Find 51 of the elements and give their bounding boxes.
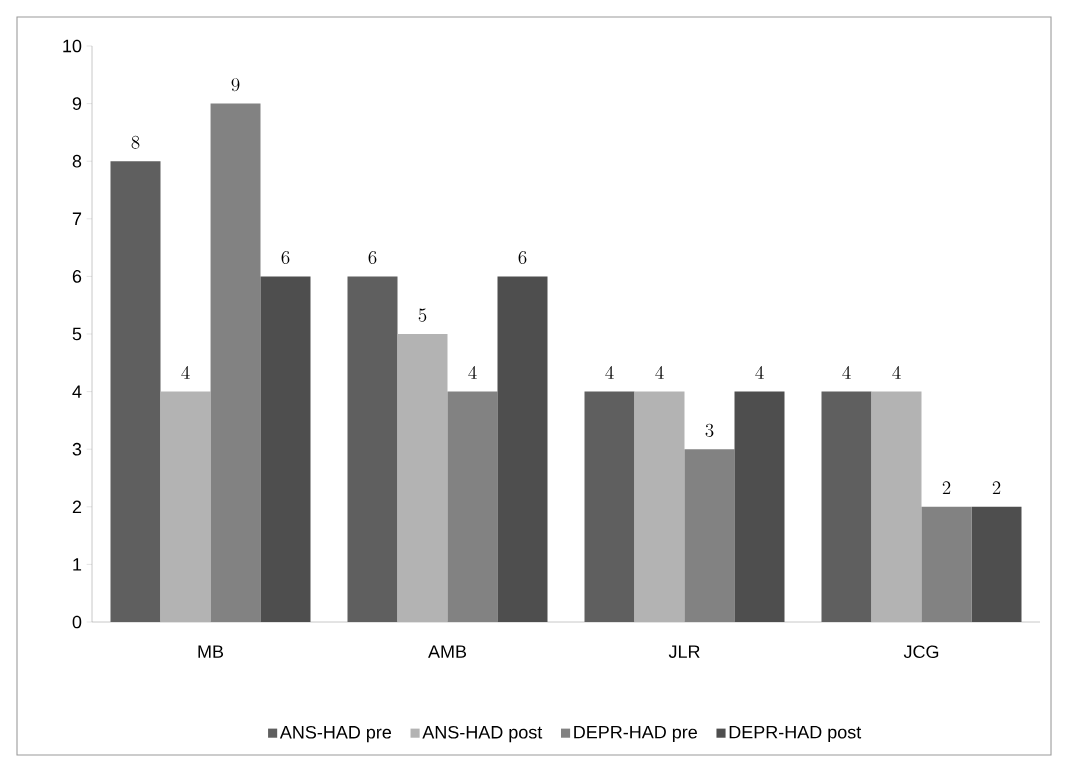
bar <box>110 161 161 622</box>
data-label: 4 <box>842 365 851 379</box>
data-label: 5 <box>418 308 427 322</box>
data-label: 8 <box>131 135 140 149</box>
legend-label: DEPR-HAD post <box>729 725 862 743</box>
y-tick-label: 9 <box>72 97 82 110</box>
legend-label: ANS-HAD post <box>422 725 543 743</box>
x-tick-label: AMB <box>428 645 467 658</box>
bar <box>734 391 785 622</box>
data-label: 2 <box>942 481 951 495</box>
bar <box>921 506 972 622</box>
x-tick-label: JLR <box>668 645 700 658</box>
data-label: 4 <box>892 365 901 379</box>
bar <box>397 334 448 622</box>
data-label: 9 <box>231 78 240 92</box>
bar <box>584 391 635 622</box>
legend-label: DEPR-HAD pre <box>574 725 697 743</box>
x-tick-label: MB <box>198 645 224 658</box>
data-label: 6 <box>281 250 290 265</box>
bar <box>447 391 498 622</box>
data-label: 4 <box>468 365 477 379</box>
bar <box>634 391 685 622</box>
data-label: 4 <box>755 365 764 379</box>
data-label: 3 <box>705 423 714 437</box>
bar <box>347 276 398 622</box>
legend-label: ANS-HAD pre <box>279 725 392 743</box>
data-label: 6 <box>368 250 377 265</box>
data-label: 6 <box>518 250 527 265</box>
bar <box>210 103 261 622</box>
y-tick-label: 2 <box>72 500 82 514</box>
bar <box>871 391 922 622</box>
y-tick-label: 1 <box>73 558 82 571</box>
data-label: 2 <box>992 481 1001 495</box>
data-label: 4 <box>655 365 664 379</box>
bar <box>497 276 548 622</box>
data-label: 4 <box>181 365 190 379</box>
data-label: 4 <box>605 365 614 379</box>
y-tick-label: 5 <box>72 327 82 341</box>
y-tick-label: 6 <box>72 270 82 283</box>
y-tick-label: 0 <box>72 615 82 629</box>
y-tick-label: 4 <box>72 385 82 398</box>
bar <box>160 391 211 622</box>
y-tick-label: 3 <box>72 442 82 456</box>
y-tick-label: 10 <box>63 39 82 53</box>
bar <box>684 449 735 622</box>
bar <box>821 391 872 622</box>
y-tick-label: 7 <box>72 212 82 225</box>
bar <box>971 506 1022 622</box>
bar <box>260 276 311 622</box>
x-tick-label: JCG <box>903 645 939 659</box>
y-tick-label: 8 <box>72 154 82 168</box>
